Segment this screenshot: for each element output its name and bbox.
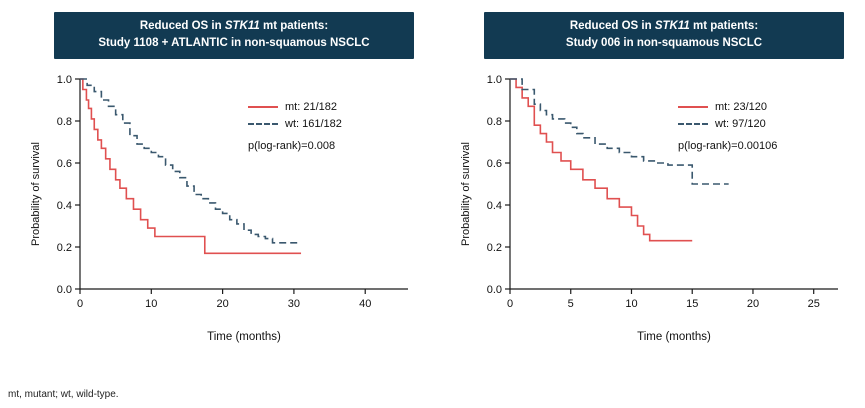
km-chart: Probability of survival 0 5 10 15 20 25 0.0 0.2… — [460, 69, 858, 349]
y-axis-label: Probability of survival — [30, 141, 42, 246]
km-chart-svg: 0 5 10 15 20 25 0.0 0.2 0.4 0.6 0.8 1.0 — [487, 74, 838, 310]
wt-line-sample — [248, 122, 278, 125]
chart-legend: mt: 21/182 wt: 161/182 p(log-rank)=0.008 — [248, 101, 342, 152]
x-tick-label: 5 — [568, 298, 574, 310]
y-tick-label: 0.0 — [487, 284, 502, 296]
title-line2: Study 1108 + ATLANTIC in non-squamous NS… — [98, 37, 370, 50]
x-tick-label: 0 — [77, 298, 83, 310]
legend-row-mt: mt: 21/182 — [248, 101, 342, 113]
x-tick-label: 25 — [808, 298, 820, 310]
title-line2: Study 006 in non-squamous NSCLC — [565, 37, 763, 50]
chart-title: Reduced OS in STK11 mt patients: Study 0… — [484, 12, 844, 59]
x-tick-label: 15 — [686, 298, 698, 310]
y-tick-label: 0.6 — [57, 158, 72, 170]
x-axis-label: Time (months) — [207, 330, 281, 343]
title-suffix: mt patients: — [689, 20, 759, 32]
y-tick-label: 0.2 — [487, 242, 502, 254]
y-tick-label: 1.0 — [487, 74, 502, 86]
chart-title: Reduced OS in STK11 mt patients: Study 1… — [54, 12, 414, 59]
y-tick-label: 0.6 — [487, 158, 502, 170]
y-tick-label: 0.4 — [57, 200, 72, 212]
p-value: p(log-rank)=0.008 — [248, 139, 336, 152]
panel-study-006: Reduced OS in STK11 mt patients: Study 0… — [460, 12, 858, 349]
legend-row-mt: mt: 23/120 — [678, 101, 777, 113]
abbreviations-footnote: mt, mutant; wt, wild-type. — [8, 389, 119, 400]
title-suffix: mt patients: — [259, 20, 329, 32]
km-curve-mt — [510, 77, 693, 241]
y-tick-label: 0.8 — [487, 116, 502, 128]
wt-line-sample — [678, 122, 708, 125]
y-tick-label: 0.0 — [57, 284, 72, 296]
x-tick-label: 10 — [625, 298, 637, 310]
km-chart-svg: 0 10 20 30 40 0.0 0.2 0.4 0.6 0.8 1.0 — [57, 74, 408, 310]
chart-panels: Reduced OS in STK11 mt patients: Study 1… — [30, 12, 858, 349]
x-tick-label: 10 — [145, 298, 157, 310]
x-tick-label: 0 — [507, 298, 513, 310]
legend-wt-label: wt: 161/182 — [285, 117, 342, 130]
legend-wt-label: wt: 97/120 — [715, 117, 766, 130]
y-tick-label: 0.8 — [57, 116, 72, 128]
x-tick-label: 20 — [216, 298, 228, 310]
panel-study-1108-atlantic: Reduced OS in STK11 mt patients: Study 1… — [30, 12, 428, 349]
title-prefix: Reduced OS in — [569, 20, 655, 32]
y-tick-label: 1.0 — [57, 74, 72, 86]
p-value: p(log-rank)=0.00106 — [678, 139, 778, 152]
title-gene: STK11 — [654, 20, 690, 32]
x-axis-label: Time (months) — [637, 330, 711, 343]
mt-line-sample — [248, 105, 278, 108]
chart-legend: mt: 23/120 wt: 97/120 p(log-rank)=0.0010… — [678, 101, 777, 152]
title-gene: STK11 — [224, 20, 260, 32]
km-curve-mt — [80, 77, 302, 254]
km-curve-wt — [80, 77, 302, 244]
title-prefix: Reduced OS in — [139, 20, 225, 32]
km-curve-wt — [510, 77, 729, 185]
legend-row-wt: wt: 161/182 — [248, 118, 342, 130]
y-axis-label: Probability of survival — [460, 141, 472, 246]
x-tick-label: 40 — [359, 298, 371, 310]
legend-row-wt: wt: 97/120 — [678, 118, 777, 130]
y-tick-label: 0.4 — [487, 200, 502, 212]
x-tick-label: 20 — [747, 298, 759, 310]
legend-mt-label: mt: 23/120 — [715, 100, 767, 113]
mt-line-sample — [678, 105, 708, 108]
x-tick-label: 30 — [288, 298, 300, 310]
y-tick-label: 0.2 — [57, 242, 72, 254]
km-chart: Probability of survival 0 10 20 30 40 0.0 0.2 0… — [30, 69, 428, 349]
legend-mt-label: mt: 21/182 — [285, 100, 337, 113]
